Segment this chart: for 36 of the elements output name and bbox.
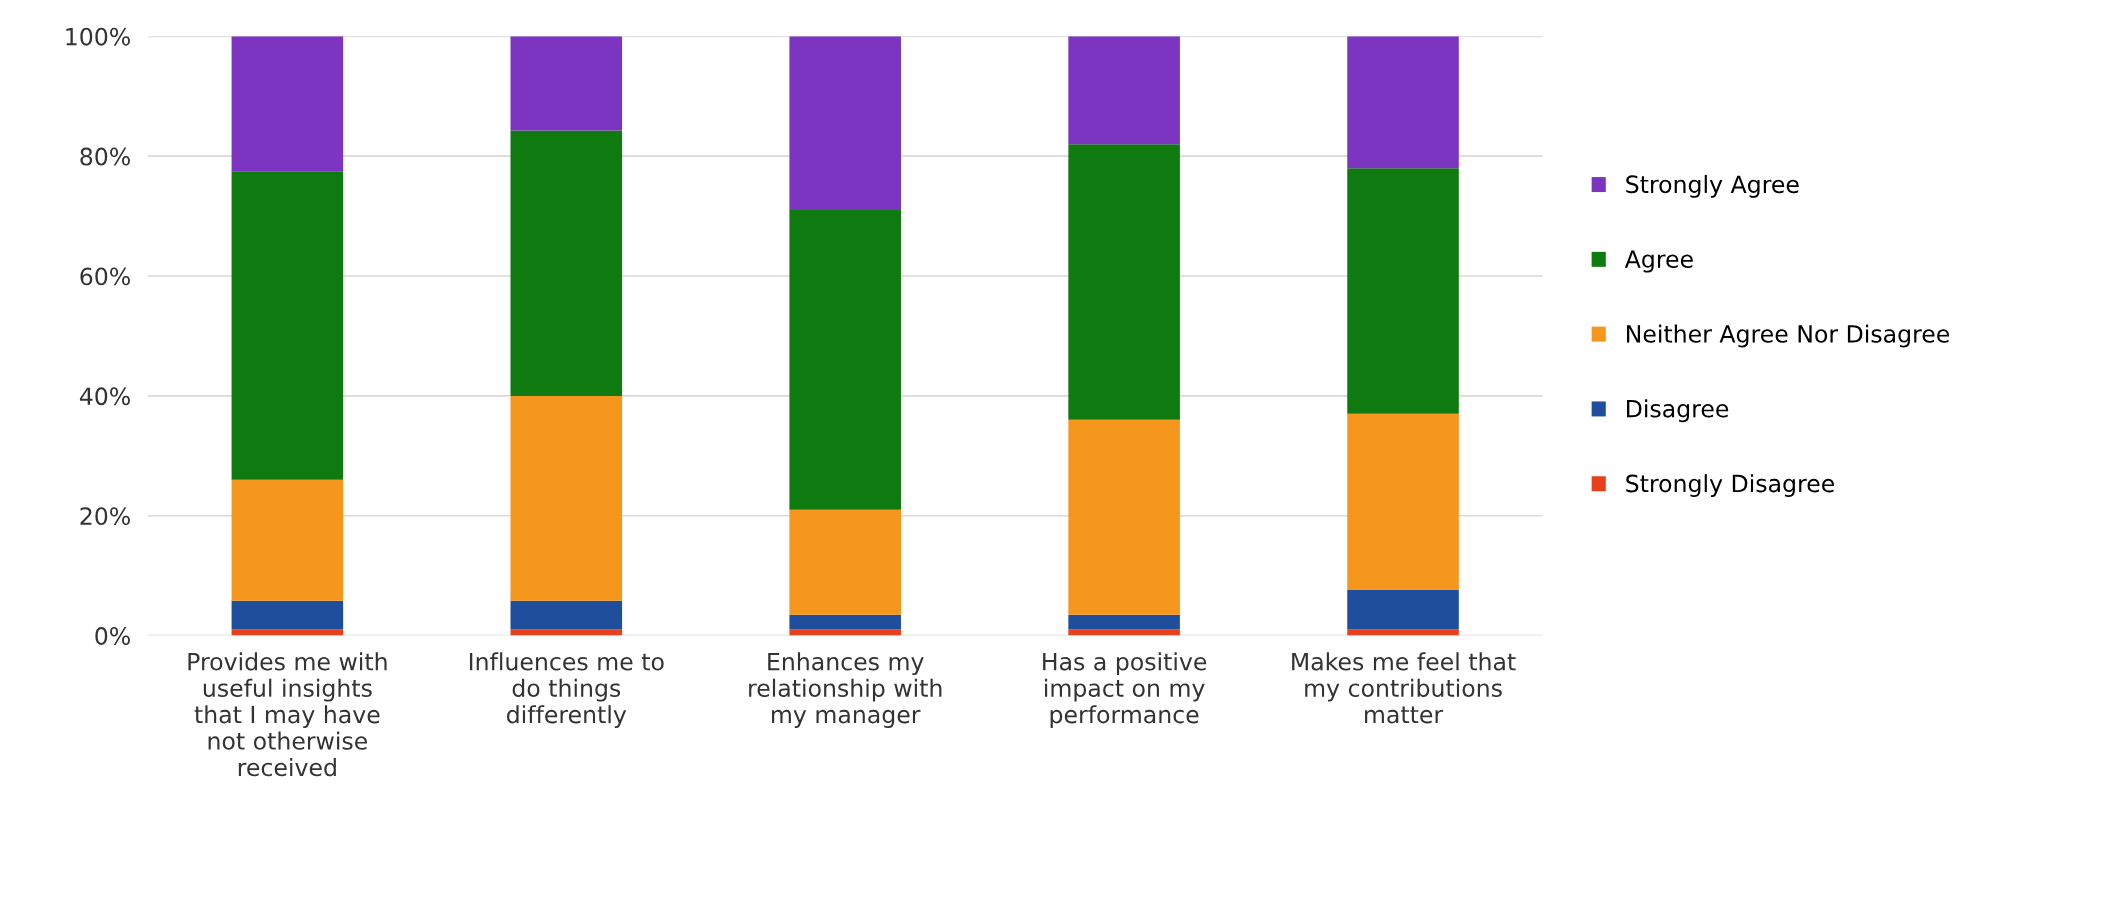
bar <box>231 171 344 480</box>
legend-label: Strongly Agree <box>1626 174 1799 198</box>
bar <box>789 36 901 211</box>
bar <box>510 395 623 601</box>
legend-label: Neither Agree Nor Disagree <box>1627 324 1950 348</box>
bar <box>510 600 623 630</box>
bar <box>510 130 623 396</box>
y-tick-label: 20% <box>80 507 130 526</box>
bar <box>1347 36 1459 169</box>
bar <box>231 479 344 601</box>
x-tick-label: Provides me with useful insights that I may have not otherwise received <box>188 652 387 777</box>
y-tick-label: 40% <box>79 387 130 406</box>
x-tick-label: Has a positive impact on my performance <box>1043 652 1207 728</box>
bar <box>1347 413 1459 591</box>
bar <box>789 509 901 615</box>
bar <box>1068 614 1180 630</box>
bar <box>1068 36 1180 145</box>
legend-label: Agree <box>1624 250 1693 273</box>
bar <box>231 600 344 630</box>
bar <box>789 210 901 510</box>
y-tick-label: 60% <box>80 267 130 286</box>
bar <box>231 36 344 172</box>
bar <box>510 36 623 131</box>
bar <box>1347 168 1459 414</box>
y-tick-label: 0% <box>95 627 130 645</box>
bar <box>1068 144 1180 420</box>
y-tick-label: 80% <box>80 147 130 166</box>
legend-label: Strongly Disagree <box>1626 474 1835 497</box>
bar <box>1068 419 1180 615</box>
x-tick-label: Enhances my relationship with my manager <box>749 652 942 728</box>
y-tick-label: 100% <box>66 27 130 46</box>
x-tick-label: Makes me feel that my contributions matter <box>1292 652 1516 724</box>
bar <box>789 614 901 630</box>
legend-label: Disagree <box>1627 399 1729 423</box>
bar <box>1347 590 1459 630</box>
x-tick-label: Influences me to do things differently <box>469 652 664 728</box>
